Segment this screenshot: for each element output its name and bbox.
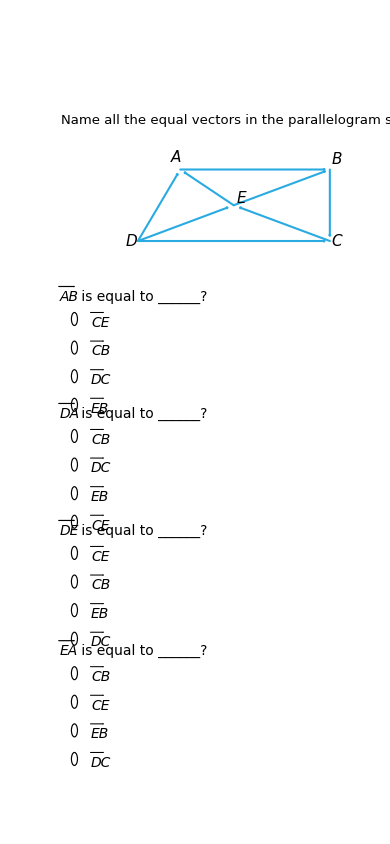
Text: CE: CE — [91, 518, 110, 533]
Text: DC: DC — [91, 462, 112, 475]
Text: EB: EB — [91, 607, 109, 621]
Text: EB: EB — [91, 490, 109, 504]
Text: D: D — [126, 234, 137, 248]
Text: CB: CB — [91, 670, 110, 684]
Text: CB: CB — [91, 344, 110, 359]
Text: EB: EB — [91, 402, 109, 415]
Text: is equal to ______?: is equal to ______? — [77, 407, 207, 421]
Text: CE: CE — [91, 316, 110, 330]
Text: EB: EB — [91, 728, 109, 741]
Text: A: A — [170, 150, 181, 165]
Text: CE: CE — [91, 549, 110, 564]
Text: CB: CB — [91, 578, 110, 592]
Text: DE: DE — [59, 523, 79, 538]
Text: DA: DA — [59, 407, 80, 420]
Text: is equal to ______?: is equal to ______? — [77, 289, 207, 304]
Text: CB: CB — [91, 433, 110, 446]
Text: is equal to ______?: is equal to ______? — [77, 523, 207, 538]
Text: DC: DC — [91, 373, 112, 387]
Text: EA: EA — [59, 644, 78, 658]
Text: DC: DC — [91, 636, 112, 650]
Text: AB: AB — [59, 289, 78, 304]
Text: Name all the equal vectors in the parallelogram shown.: Name all the equal vectors in the parall… — [61, 114, 390, 127]
Text: DC: DC — [91, 755, 112, 770]
Text: B: B — [331, 152, 342, 167]
Text: E: E — [236, 192, 246, 206]
Text: is equal to ______?: is equal to ______? — [77, 644, 207, 658]
Text: CE: CE — [91, 699, 110, 712]
Text: C: C — [331, 234, 342, 248]
